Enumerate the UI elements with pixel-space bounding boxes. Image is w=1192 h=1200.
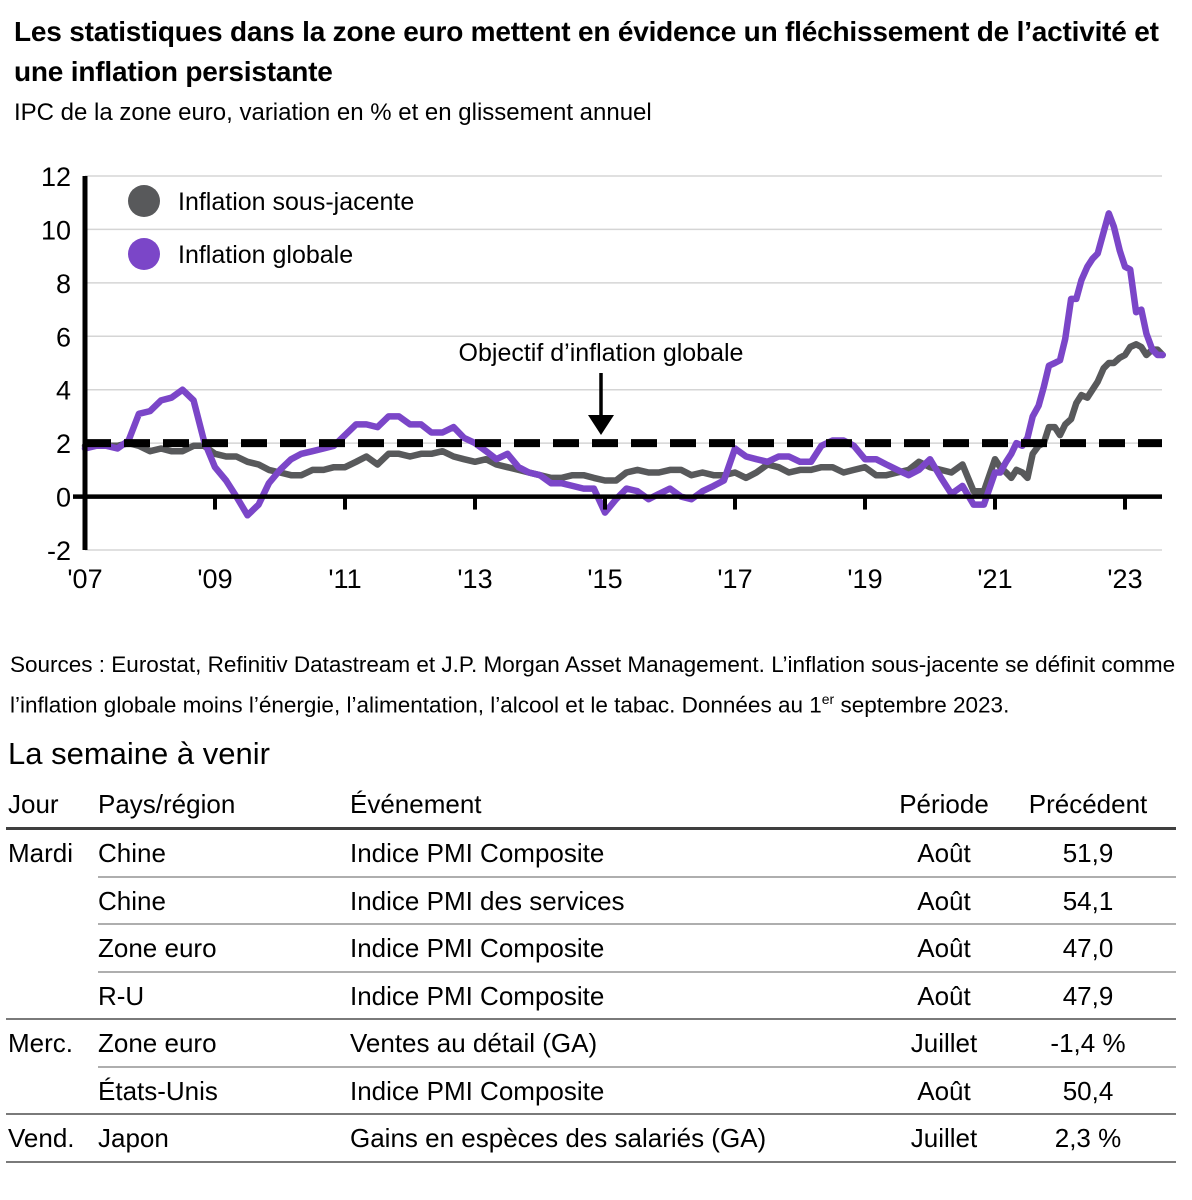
x-tick-label: '19 [847, 564, 882, 594]
cell-period: Août [917, 838, 971, 869]
sources-superscript: er [821, 690, 835, 707]
cell-event: Indice PMI Composite [350, 838, 605, 869]
cell-region: Zone euro [98, 1028, 217, 1059]
x-tick-label: '23 [1107, 564, 1142, 594]
cell-prev: 47,0 [1062, 933, 1114, 964]
week-ahead-table: Jour Pays/région Événement Période Précédent… [6, 789, 1176, 1163]
cell-event: Gains en espèces des salariés (GA) [350, 1123, 767, 1154]
column-header-region: Pays/région [98, 789, 236, 819]
cell-region: R-U [98, 980, 145, 1011]
cell-region: Chine [98, 885, 166, 916]
euro-inflation-line-chart: 12 10 8 6 4 2 0 -2'07 '09 '11 '13 '15 '17 '19 '21 '23 In… [41, 162, 1166, 594]
table-row: Zone euro Indice PMI Composite Août 47,0 [6, 925, 1176, 973]
cell-event: Indice PMI Composite [350, 980, 605, 1011]
week-ahead-title: La semaine à venir [8, 736, 270, 771]
y-tick-label: 10 [41, 215, 71, 245]
row-divider [98, 970, 1176, 973]
cell-region: États-Unis [98, 1075, 218, 1106]
legend-marker-sous-jacente [128, 185, 160, 217]
cell-prev: 54,1 [1062, 885, 1114, 916]
table-row: Vend. Japon Gains en espèces des salariés … [6, 1115, 1176, 1163]
legend-marker-globale [128, 238, 160, 270]
x-tick-label: '21 [977, 564, 1012, 594]
y-tick-label: 2 [56, 429, 71, 459]
series-line-sous-jacente [81, 341, 1166, 495]
sources-text: Sources : Eurostat, Refinitiv Datastream… [10, 651, 1176, 718]
y-tick-label: -2 [47, 536, 71, 566]
y-tick-label: 12 [41, 162, 71, 192]
row-divider [98, 1065, 1176, 1068]
cell-event: Indice PMI des services [350, 885, 625, 916]
x-tick-label: '13 [457, 564, 492, 594]
column-header-day: Jour [8, 789, 59, 819]
cell-event: Indice PMI Composite [350, 933, 605, 964]
cell-period: Août [917, 1075, 971, 1106]
column-header-event: Événement [350, 789, 482, 819]
column-header-prev: Précédent [1028, 789, 1148, 819]
y-tick-label: 0 [56, 483, 71, 513]
x-tick-label: '11 [328, 564, 361, 594]
table-header-row: Jour Pays/région Événement Période Précédent [6, 789, 1176, 830]
cell-event: Indice PMI Composite [350, 1075, 605, 1106]
cell-prev: 51,9 [1062, 838, 1114, 869]
row-divider [98, 875, 1176, 878]
cell-period: Août [917, 933, 971, 964]
cell-region: Japon [98, 1123, 169, 1154]
table-row: R-U Indice PMI Composite Août 47,9 [6, 973, 1176, 1020]
table-row: Chine Indice PMI des services Août 54,1 [6, 878, 1176, 925]
cell-region: Chine [98, 838, 166, 869]
y-tick-label: 4 [56, 376, 71, 406]
chart-subtitle: IPC de la zone euro, variation en % et e… [14, 99, 652, 126]
cell-prev: -1,4 % [1050, 1028, 1126, 1059]
table-row: Merc. Zone euro Ventes au détail (GA) Juill… [6, 1020, 1176, 1068]
y-tick-label: 6 [56, 322, 71, 352]
sources-note: Sources : Eurostat, Refinitiv Datastream… [10, 647, 1190, 723]
row-divider [6, 1113, 1176, 1115]
row-divider [6, 1018, 1176, 1020]
table-row: États-Unis Indice PMI Composite Août 50,4 [6, 1068, 1176, 1115]
cell-region: Zone euro [98, 933, 217, 964]
column-header-period: Période [899, 789, 989, 819]
series-line-globale [81, 210, 1166, 519]
sources-text-end: septembre 2023. [834, 692, 1010, 717]
cell-period: Juillet [910, 1028, 978, 1059]
x-tick-label: '17 [717, 564, 752, 594]
x-tick-label: '07 [67, 564, 102, 594]
annotation-arrow-head [588, 415, 614, 435]
table-row: Mardi Chine Indice PMI Composite Août 51,9 [6, 830, 1176, 878]
cell-period: Août [917, 980, 971, 1011]
page-title: Les statistiques dans la zone euro mette… [14, 16, 1159, 87]
cell-period: Juillet [910, 1123, 978, 1154]
cell-prev: 2,3 % [1054, 1123, 1122, 1154]
row-divider [6, 1160, 1176, 1163]
cell-prev: 50,4 [1062, 1075, 1114, 1106]
cell-day: Merc. [8, 1028, 73, 1059]
cell-period: Août [917, 885, 971, 916]
cell-day: Mardi [8, 838, 74, 869]
cell-event: Ventes au détail (GA) [350, 1028, 598, 1059]
row-divider [98, 923, 1176, 925]
y-tick-label: 8 [56, 269, 71, 299]
x-tick-label: '09 [197, 564, 232, 594]
target-annotation-label: Objectif d’inflation globale [459, 339, 744, 367]
legend-label: Inflation sous-jacente [178, 188, 414, 216]
cell-prev: 47,9 [1062, 980, 1114, 1011]
x-tick-label: '15 [587, 564, 622, 594]
legend-label: Inflation globale [178, 241, 353, 269]
cell-day: Vend. [8, 1123, 75, 1154]
